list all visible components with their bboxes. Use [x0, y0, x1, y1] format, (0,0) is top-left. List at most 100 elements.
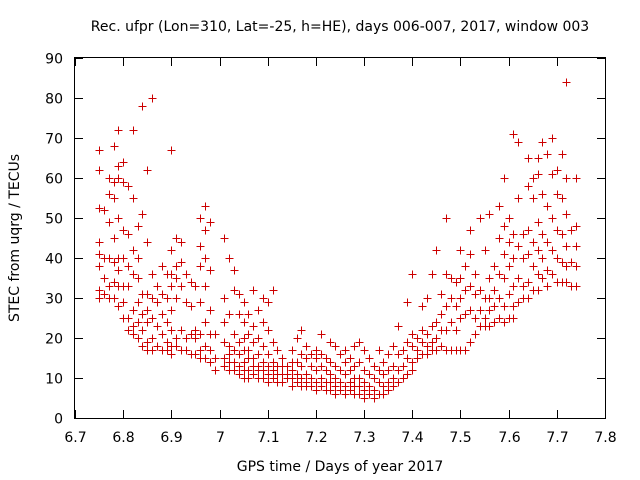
data-point — [370, 362, 379, 371]
data-point — [379, 390, 388, 399]
data-point — [138, 326, 147, 335]
data-point — [143, 318, 152, 327]
data-point — [500, 318, 509, 327]
data-point — [341, 370, 350, 379]
data-point — [394, 350, 403, 359]
data-point — [129, 322, 138, 331]
data-point — [95, 250, 104, 259]
data-point — [244, 374, 253, 383]
data-point — [485, 210, 494, 219]
data-point — [206, 218, 215, 227]
x-tick-label: 7.2 — [305, 430, 327, 446]
data-point — [196, 330, 205, 339]
data-point — [124, 282, 133, 291]
data-point — [110, 142, 119, 151]
data-point — [105, 174, 114, 183]
data-point — [172, 262, 181, 271]
data-point — [259, 374, 268, 383]
data-point — [297, 350, 306, 359]
data-point — [514, 194, 523, 203]
data-point — [235, 362, 244, 371]
data-point — [240, 318, 249, 327]
data-point — [254, 334, 263, 343]
data-point — [293, 334, 302, 343]
data-point — [249, 286, 258, 295]
data-point — [259, 342, 268, 351]
data-point — [524, 294, 533, 303]
data-point — [302, 342, 311, 351]
data-point — [307, 382, 316, 391]
data-point — [230, 346, 239, 355]
data-point — [288, 366, 297, 375]
data-point — [283, 362, 292, 371]
data-point — [254, 306, 263, 315]
data-point — [476, 306, 485, 315]
data-point — [384, 378, 393, 387]
data-point — [317, 330, 326, 339]
data-point — [182, 298, 191, 307]
data-point — [220, 354, 229, 363]
data-point — [187, 330, 196, 339]
data-point — [548, 270, 557, 279]
data-point — [129, 194, 138, 203]
data-point — [529, 174, 538, 183]
axis-ticks: 6.7 6.8 6.9 7 7.1 7.2 7.3 7.4 7.5 7.6 7.7 7.8 0 10 20 3… — [45, 52, 616, 447]
data-point — [485, 274, 494, 283]
data-point — [452, 326, 461, 335]
data-point — [509, 282, 518, 291]
data-point — [269, 366, 278, 375]
data-point — [384, 366, 393, 375]
data-point — [336, 350, 345, 359]
data-point — [124, 230, 133, 239]
data-point — [553, 190, 562, 199]
data-point — [201, 282, 210, 291]
data-point — [490, 302, 499, 311]
data-point — [413, 354, 422, 363]
data-point — [235, 290, 244, 299]
data-point — [538, 190, 547, 199]
data-point — [110, 234, 119, 243]
data-point — [447, 274, 456, 283]
data-point — [543, 282, 552, 291]
data-point — [572, 222, 581, 231]
data-point — [461, 262, 470, 271]
data-point — [461, 310, 470, 319]
data-point — [456, 314, 465, 323]
data-point — [95, 204, 104, 213]
data-point — [495, 234, 504, 243]
data-point — [158, 290, 167, 299]
data-point — [432, 318, 441, 327]
data-point — [514, 298, 523, 307]
data-point — [558, 258, 567, 267]
data-point — [307, 350, 316, 359]
data-point — [509, 254, 518, 263]
data-point — [220, 318, 229, 327]
data-point — [206, 346, 215, 355]
data-point — [124, 314, 133, 323]
data-point — [249, 370, 258, 379]
data-point — [312, 366, 321, 375]
data-point — [317, 350, 326, 359]
y-tick-label: 80 — [45, 92, 63, 108]
data-point — [336, 386, 345, 395]
y-tick-label: 10 — [45, 372, 63, 388]
data-point — [408, 366, 417, 375]
data-point — [326, 338, 335, 347]
data-point — [167, 282, 176, 291]
data-point — [220, 294, 229, 303]
data-point — [524, 154, 533, 163]
data-point — [134, 254, 143, 263]
data-point — [114, 302, 123, 311]
y-axis-label: STEC from uqrg / TECUs — [7, 154, 23, 322]
data-point — [211, 366, 220, 375]
x-tick-label: 7 — [216, 430, 225, 446]
data-point — [220, 362, 229, 371]
data-point — [114, 214, 123, 223]
data-point — [307, 374, 316, 383]
data-point — [143, 238, 152, 247]
y-tick-label: 30 — [45, 292, 63, 308]
data-point — [389, 374, 398, 383]
data-point — [95, 286, 104, 295]
data-point — [143, 290, 152, 299]
data-point — [293, 358, 302, 367]
